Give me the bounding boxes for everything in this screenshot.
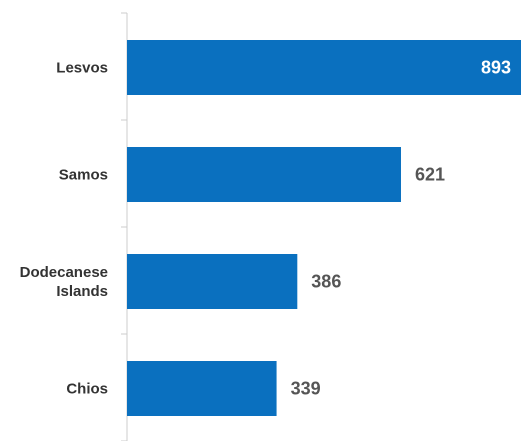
- bars-layer: [127, 40, 521, 416]
- category-label-line: Lesvos: [56, 59, 108, 76]
- category-label-dodecanese-islands: Dodecanese Islands: [20, 264, 108, 300]
- axis-layer: [121, 12, 128, 441]
- value-label-lesvos: 893: [481, 58, 511, 78]
- value-label-samos: 621: [415, 165, 445, 185]
- bar-dodecanese-islands: [127, 254, 298, 309]
- category-label-line: Chios: [66, 380, 108, 397]
- bar-lesvos: [127, 40, 521, 95]
- bar-chios: [127, 361, 277, 416]
- value-label-dodecanese-islands: 386: [311, 272, 341, 292]
- category-label-line: Dodecanese: [20, 264, 108, 281]
- category-label-chios: Chios: [66, 380, 108, 397]
- category-label-line: Samos: [59, 166, 108, 183]
- category-label-lesvos: Lesvos: [56, 59, 108, 76]
- category-label-line: Islands: [56, 283, 108, 300]
- category-label-samos: Samos: [59, 166, 108, 183]
- bar-samos: [127, 147, 401, 202]
- labels-layer: 893 Lesvos 621 Samos 386 Dodecanese Islands 339…: [20, 58, 511, 399]
- value-label-chios: 339: [291, 379, 321, 399]
